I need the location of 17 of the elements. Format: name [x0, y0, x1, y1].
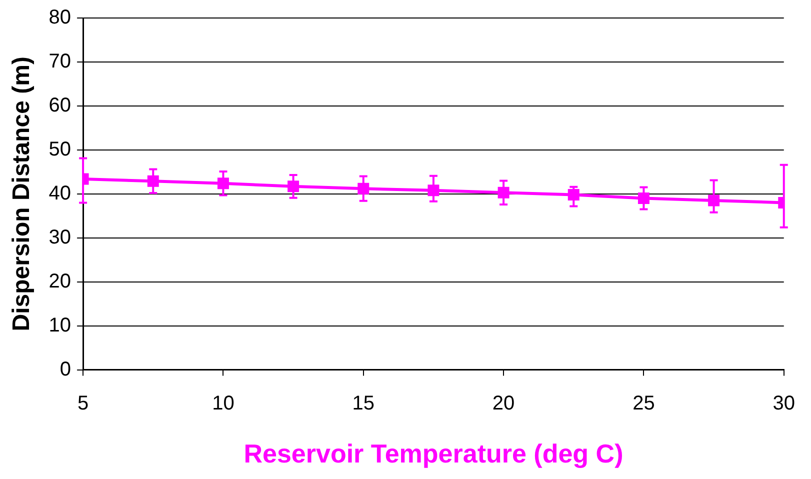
x-tick-label: 30: [772, 392, 795, 414]
y-tick-label: 60: [48, 94, 72, 116]
y-tick-label: 40: [48, 182, 72, 204]
y-tick-label: 20: [48, 270, 72, 292]
x-tick-label: 5: [77, 392, 89, 414]
x-tick-label: 10: [212, 392, 234, 414]
y-tick-label: 50: [48, 138, 72, 160]
x-axis-title: Reservoir Temperature (deg C): [244, 438, 624, 469]
x-tick-label: 25: [632, 392, 655, 414]
y-axis-title: Dispersion Distance (m): [8, 56, 36, 332]
x-tick-label: 20: [492, 392, 515, 414]
y-tick-label: 10: [48, 314, 72, 336]
y-tick-label: 80: [48, 6, 72, 29]
y-tick-label: 0: [60, 358, 72, 380]
x-tick-label: 15: [352, 392, 375, 414]
y-tick-label: 70: [48, 50, 72, 72]
y-tick-label: 30: [48, 226, 72, 248]
